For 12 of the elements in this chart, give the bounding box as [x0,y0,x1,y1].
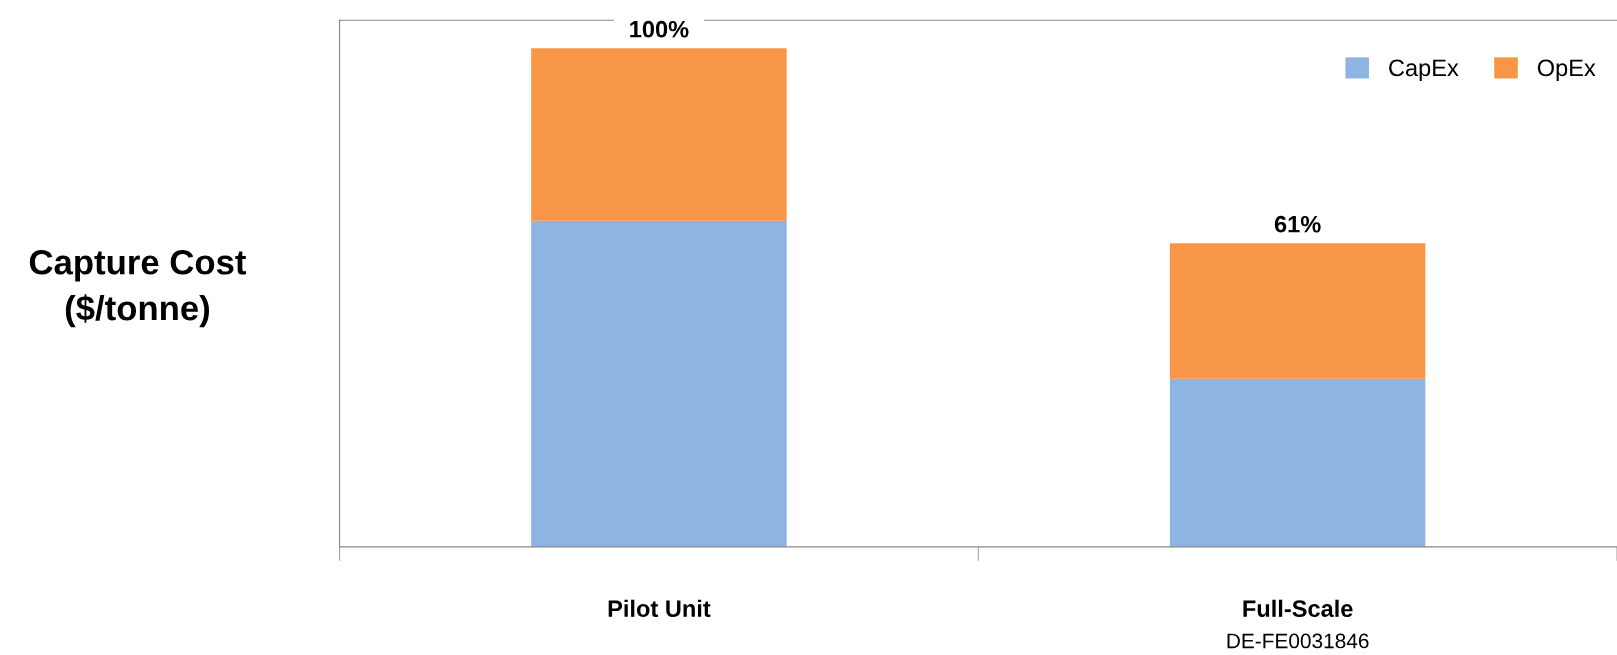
total-label: 61% [1274,215,1321,233]
total-label: 100% [630,20,689,38]
bar [531,220,787,547]
legend-label: OpEx [1537,59,1596,81]
y-axis-title: Capture Cost ($/tonne) [29,250,247,328]
x-tick-label: Full-Scale [1243,599,1353,618]
bar [1169,378,1426,547]
legend-label: CapEx [1389,59,1459,81]
x-tick-label: Pilot Unit [608,599,711,618]
bar [531,48,787,221]
bar [1169,243,1426,379]
text: DE-FE0031846 [1227,633,1369,649]
